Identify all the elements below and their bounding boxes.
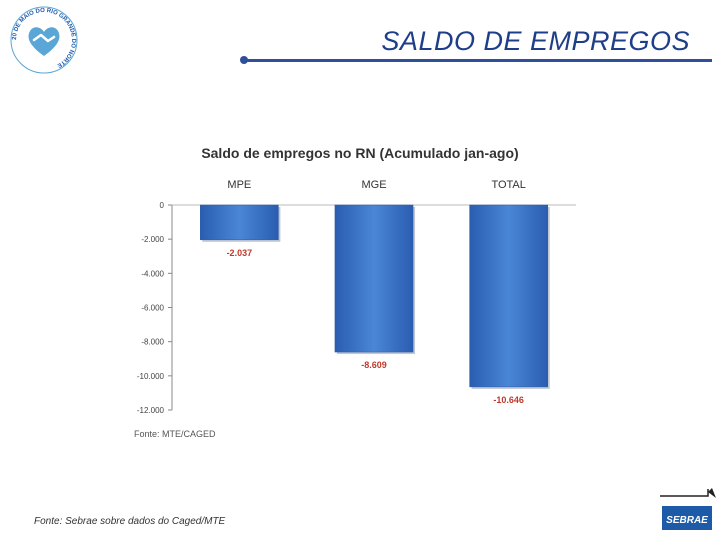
- logo: 20 DE MAIO DO RIO GRANDE DO NORTE: [10, 6, 78, 74]
- footer-source-note: Fonte: Sebrae sobre dados do Caged/MTE: [34, 516, 226, 527]
- sebrae-logo: SEBRAE: [660, 488, 716, 530]
- y-tick-label: -2.000: [141, 235, 164, 244]
- y-tick-label: -8.000: [141, 338, 164, 347]
- data-label: -10.646: [493, 395, 524, 405]
- y-tick-label: -6.000: [141, 304, 164, 313]
- data-label: -8.609: [361, 360, 387, 370]
- bar-chart: Saldo de empregos no RN (Acumulado jan-a…: [134, 145, 576, 439]
- category-label: MGE: [361, 179, 386, 191]
- data-label: -2.037: [227, 248, 253, 258]
- y-tick-label: -4.000: [141, 269, 164, 278]
- sebrae-logo-text: SEBRAE: [666, 515, 708, 526]
- category-label: TOTAL: [491, 179, 525, 191]
- bar-mpe: [200, 204, 279, 241]
- y-tick-label: 0: [160, 201, 165, 210]
- title-underline: [242, 59, 712, 62]
- category-label: MPE: [227, 179, 251, 191]
- heart-icon: [28, 27, 60, 56]
- y-tick-label: -12.000: [137, 406, 165, 415]
- bar-mge: [334, 204, 414, 353]
- page-title: SALDO DE EMPREGOS: [381, 26, 690, 56]
- chart-source: Fonte: MTE/CAGED: [134, 429, 216, 439]
- title-underline-dot: [240, 56, 248, 64]
- y-tick-label: -10.000: [137, 372, 165, 381]
- chart-title: Saldo de empregos no RN (Acumulado jan-a…: [201, 145, 518, 161]
- bar-total: [469, 204, 548, 388]
